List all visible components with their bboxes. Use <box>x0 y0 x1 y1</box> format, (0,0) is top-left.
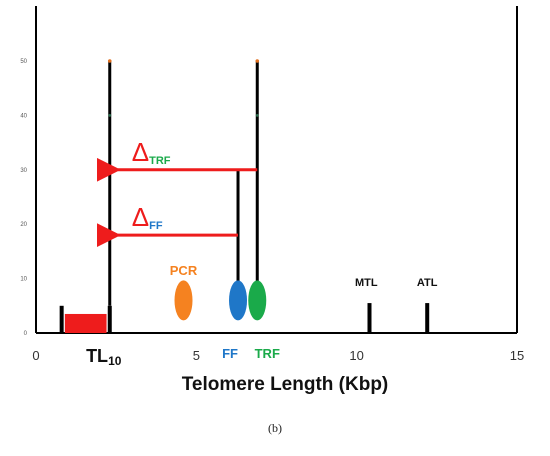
method-marker <box>229 280 248 321</box>
x-tick-label: 5 <box>193 348 200 363</box>
annotation-label: MTL <box>355 277 378 289</box>
line-mid-dot <box>108 114 112 117</box>
x-tick-labels: 0 5 10 15 <box>32 348 524 363</box>
delta-subscript: FF <box>149 220 163 232</box>
x-axis-title: Telomere Length (Kbp) <box>182 374 389 395</box>
figure-caption: (b) <box>268 421 282 435</box>
tl10-main: TL <box>86 346 108 366</box>
text-labels-layer: MTL ATL <box>355 277 438 289</box>
line-top-dot <box>107 59 112 63</box>
y-tick-label: 20 <box>20 222 27 228</box>
y-tick-label: 50 <box>20 59 27 65</box>
red-band <box>64 313 107 333</box>
y-tick-label: 40 <box>20 113 27 119</box>
bar <box>59 305 64 333</box>
tl10-label: TL10 <box>86 346 122 368</box>
y-tick-label: 30 <box>20 168 27 174</box>
x-tick-label: 15 <box>510 348 524 363</box>
x-tick-label: 0 <box>32 348 39 363</box>
line-mid-dot <box>255 114 259 117</box>
delta-symbol: Δ <box>132 202 149 232</box>
delta-subscript: TRF <box>149 155 171 167</box>
bar <box>425 303 430 333</box>
method-marker <box>248 280 267 321</box>
bars-layer <box>59 303 430 333</box>
annotation-label: ATL <box>417 277 438 289</box>
method-marker-label: PCR <box>170 263 198 278</box>
tl10-subscript: 10 <box>108 354 122 368</box>
axes <box>35 6 518 334</box>
line-top-dot <box>255 59 260 63</box>
bar <box>107 305 112 333</box>
delta-label: ΔTRF <box>132 137 171 167</box>
y-tick-label: 10 <box>20 277 27 283</box>
y-tick-labels: 0 10 20 30 40 50 <box>20 59 27 337</box>
delta-label: ΔFF <box>132 202 163 232</box>
bar <box>367 303 372 333</box>
x-tick-label: 10 <box>349 348 363 363</box>
method-marker <box>174 280 193 321</box>
red-band-layer <box>64 313 107 333</box>
markers-layer: PCR FF TRF <box>170 263 280 361</box>
method-marker-label: FF <box>222 346 238 361</box>
delta-symbol: Δ <box>132 137 149 167</box>
method-marker-label: TRF <box>255 346 280 361</box>
y-tick-label: 0 <box>24 331 28 337</box>
